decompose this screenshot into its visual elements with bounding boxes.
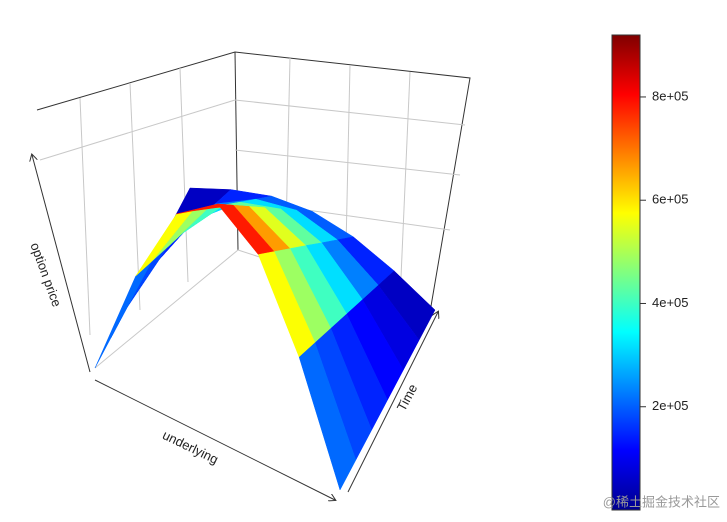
y-axis-label: Time (394, 381, 421, 413)
colorbar-tick-label: 6e+05 (652, 192, 689, 207)
wall-grid (399, 71, 411, 301)
z-axis-arrow (32, 155, 91, 373)
wall-grid (179, 67, 189, 283)
surface-cell (298, 342, 357, 491)
watermark: @稀土掘金技术社区 (603, 494, 720, 509)
surface-cell (94, 261, 152, 369)
wall-grid (234, 99, 466, 126)
box (32, 51, 471, 500)
surface-cell (126, 232, 184, 309)
colorbar-tick-label: 2e+05 (652, 398, 689, 413)
wall-grid (234, 149, 461, 176)
z-axis-label: option price (27, 240, 64, 308)
x-axis-arrow (94, 379, 335, 500)
colorbar-tick-label: 8e+05 (652, 88, 689, 103)
wall-grid (39, 99, 236, 161)
colorbar-tick-label: 4e+05 (652, 295, 689, 310)
wall-grid (79, 97, 91, 336)
surface (94, 187, 436, 491)
x-axis-label: underlying (160, 427, 221, 467)
colorbar (611, 34, 641, 511)
floor-grid (94, 249, 239, 369)
y-axis-arrow (347, 312, 438, 493)
box-edge (36, 51, 471, 313)
surface-cell (135, 210, 194, 277)
